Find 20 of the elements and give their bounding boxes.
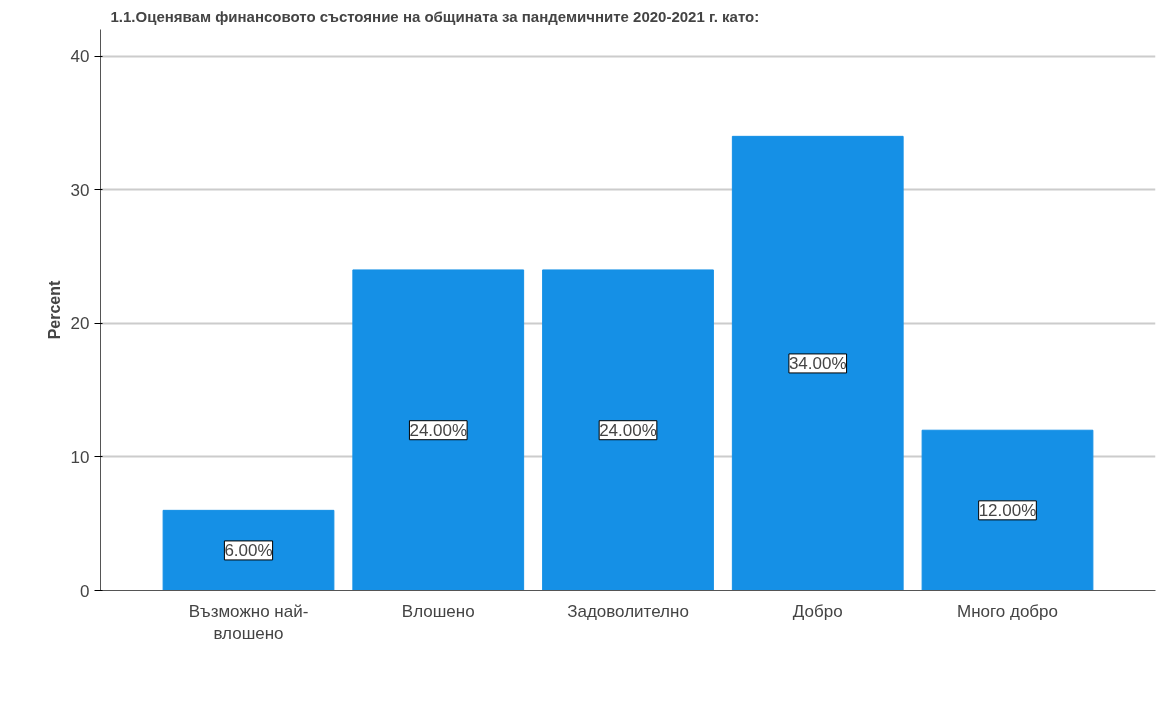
data-label: 12.00% xyxy=(978,500,1037,520)
bar xyxy=(162,509,335,591)
bar xyxy=(542,269,714,591)
chart-title: 1.1.Оценявам финансовото състояние на общината за пандемичните 2020-2021 г. като: xyxy=(110,7,760,25)
data-label: 34.00% xyxy=(788,353,847,373)
x-tick-label: Влошено xyxy=(401,601,475,621)
x-tick-label: Задоволително xyxy=(567,601,689,621)
bar xyxy=(352,269,525,591)
x-tick-label: Възможно най-влошено xyxy=(188,601,309,644)
x-tick-label: Много добро xyxy=(956,601,1059,621)
y-tick-label: 30 xyxy=(70,180,90,200)
y-tick-label: 40 xyxy=(70,47,90,67)
y-tick-label: 20 xyxy=(70,314,90,334)
y-tick-label: 0 xyxy=(80,581,90,601)
bar xyxy=(731,135,904,591)
bar xyxy=(921,429,1094,591)
data-label: 6.00% xyxy=(224,540,273,560)
y-axis-title: Percent xyxy=(45,279,63,340)
y-tick-label: 10 xyxy=(70,447,90,467)
x-tick-label: Добро xyxy=(792,601,843,621)
